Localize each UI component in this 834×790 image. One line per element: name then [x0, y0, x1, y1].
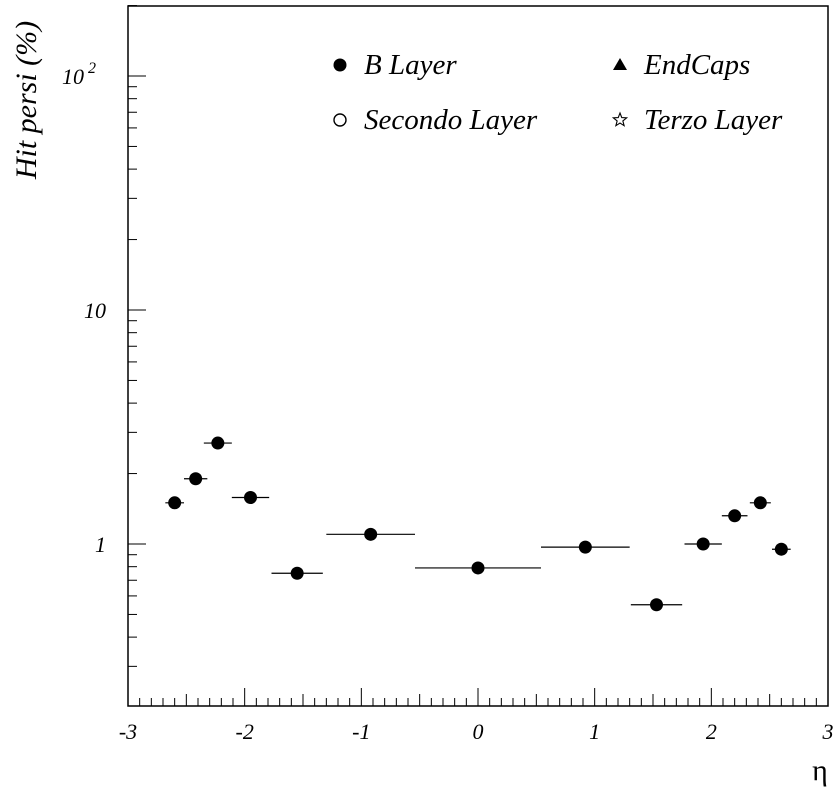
data-point — [211, 436, 225, 450]
legend-marker-filled-triangle — [613, 58, 627, 70]
legend-marker-filled-circle — [333, 58, 347, 72]
x-axis-label: η — [812, 754, 828, 787]
data-point — [774, 542, 788, 556]
legend-label: Terzo Layer — [644, 104, 783, 136]
y-tick-label: 10 2 — [62, 60, 96, 89]
data-point — [290, 566, 304, 580]
x-tick-label: 1 — [589, 719, 600, 744]
legend-label: Secondo Layer — [364, 104, 538, 136]
y-tick-label: 10 — [84, 298, 106, 323]
data-point — [364, 527, 378, 541]
legend-label: B Layer — [364, 49, 457, 81]
data-point — [696, 537, 710, 551]
data-point — [189, 472, 203, 486]
x-tick-label: -3 — [119, 719, 137, 744]
data-point — [471, 561, 485, 575]
data-point — [650, 598, 663, 612]
x-tick-label: -2 — [236, 719, 254, 744]
y-tick-exponent: 2 — [88, 60, 96, 77]
x-tick-label: 3 — [822, 719, 834, 744]
y-axis-label: Hit persi (%) — [10, 21, 43, 180]
data-point — [753, 496, 767, 510]
data-point — [728, 509, 742, 523]
data-point — [578, 540, 592, 554]
legend-marker-open-circle — [333, 113, 347, 127]
x-tick-label: -1 — [352, 719, 370, 744]
y-tick-label: 1 — [95, 532, 106, 557]
legend-marker-open-star — [611, 111, 629, 127]
data-point — [244, 491, 257, 505]
data-point — [168, 496, 182, 510]
legend-label: EndCaps — [643, 49, 750, 81]
x-tick-label: 2 — [706, 719, 717, 744]
x-tick-label: 0 — [473, 719, 484, 744]
